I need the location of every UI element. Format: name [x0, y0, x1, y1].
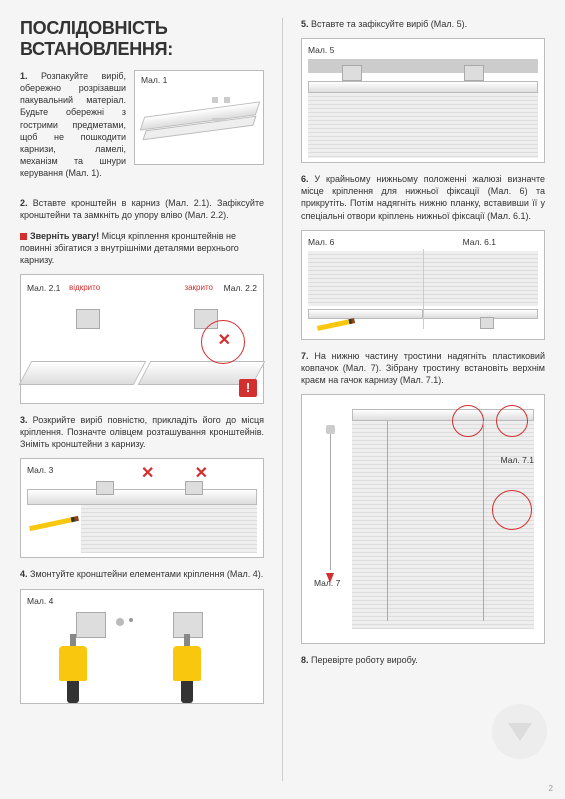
figure-6: Мал. 6 Мал. 6.1 [301, 230, 545, 340]
warning-icon [20, 233, 27, 240]
figure-7: Мал. 7 Мал. 7.1 [301, 394, 545, 644]
step-num-7: 7. [301, 351, 309, 361]
step-num-1: 1. [20, 71, 28, 81]
step-1-text: 1. Розпакуйте виріб, обережно розрізавши… [20, 70, 126, 179]
step-6-text: 6. У крайньому нижньому положенні жалюзі… [301, 173, 545, 222]
figure-5: Мал. 5 [301, 38, 545, 163]
step-5-text: 5. Вставте та зафіксуйте виріб (Мал. 5). [301, 18, 545, 30]
warning-label: Зверніть увагу! [30, 231, 99, 241]
fig-61-label: Мал. 6.1 [463, 237, 496, 247]
step-2-text: 2. Вставте кронштейн в карниз (Мал. 2.1)… [20, 197, 264, 221]
step-num-5: 5. [301, 19, 309, 29]
x-mark-3b: ✕ [195, 463, 208, 483]
fig-6-label: Мал. 6 [308, 237, 334, 247]
step-8-body: Перевірте роботу виробу. [311, 655, 418, 665]
fig-21-label: Мал. 2.1 [27, 283, 60, 293]
step-4-text: 4. Змонтуйте кронштейни елементами кріпл… [20, 568, 264, 580]
right-column: 5. Вставте та зафіксуйте виріб (Мал. 5).… [301, 18, 545, 781]
step-num-6: 6. [301, 174, 309, 184]
warning-box: Зверніть увагу! Місця кріплення кронштей… [20, 230, 264, 266]
step-7-body: На нижню частину тростини надягніть плас… [301, 351, 545, 385]
figure-1: Мал. 1 [134, 70, 264, 165]
x-mark-3a: ✕ [141, 463, 154, 483]
left-column: ПОСЛІДОВНІСТЬ ВСТАНОВЛЕННЯ: 1. Розпакуйт… [20, 18, 264, 781]
open-label: відкрито [69, 283, 100, 292]
main-title: ПОСЛІДОВНІСТЬ ВСТАНОВЛЕННЯ: [20, 18, 264, 60]
fig-5-label: Мал. 5 [308, 45, 334, 55]
step-3-text: 3. Розкрийте виріб повністю, прикладіть … [20, 414, 264, 450]
step-2-body: Вставте кронштейн в карниз (Мал. 2.1). З… [20, 198, 264, 220]
watermark-icon [492, 704, 547, 759]
fig-71-label: Мал. 7.1 [501, 455, 534, 465]
step-num-3: 3. [20, 415, 28, 425]
fig-3-label: Мал. 3 [27, 465, 53, 475]
step-8-text: 8. Перевірте роботу виробу. [301, 654, 545, 666]
figure-4: Мал. 4 [20, 589, 264, 704]
step-5-body: Вставте та зафіксуйте виріб (Мал. 5). [311, 19, 467, 29]
fig-22-label: Мал. 2.2 [224, 283, 257, 293]
alert-icon: ! [239, 379, 257, 397]
step-3-body: Розкрийте виріб повністю, прикладіть йог… [20, 415, 264, 449]
step-num-4: 4. [20, 569, 28, 579]
pencil-icon [29, 516, 79, 531]
drill-icon-right [173, 646, 208, 701]
step-1-body: Розпакуйте виріб, обережно розрізавши па… [20, 71, 126, 178]
closed-label: закрито [184, 283, 213, 292]
x-mark-icon: ✕ [218, 330, 231, 350]
drill-icon-left [59, 646, 94, 701]
step-1-row: 1. Розпакуйте виріб, обережно розрізавши… [20, 70, 264, 187]
fig-7-label: Мал. 7 [314, 578, 340, 588]
column-divider [282, 18, 283, 781]
figure-2: Мал. 2.1 відкрито закрито Мал. 2.2 ✕ ! [20, 274, 264, 404]
fig-1-label: Мал. 1 [141, 75, 167, 85]
fig-4-label: Мал. 4 [27, 596, 53, 606]
page-number: 2 [549, 784, 553, 793]
step-7-text: 7. На нижню частину тростини надягніть п… [301, 350, 545, 386]
page-container: ПОСЛІДОВНІСТЬ ВСТАНОВЛЕННЯ: 1. Розпакуйт… [20, 18, 545, 781]
step-4-body: Змонтуйте кронштейни елементами кріпленн… [30, 569, 263, 579]
pencil-icon-6 [317, 318, 355, 331]
step-6-body: У крайньому нижньому положенні жалюзі ви… [301, 174, 545, 220]
step-num-8: 8. [301, 655, 309, 665]
figure-3: Мал. 3 ✕ ✕ [20, 458, 264, 558]
step-num-2: 2. [20, 198, 28, 208]
